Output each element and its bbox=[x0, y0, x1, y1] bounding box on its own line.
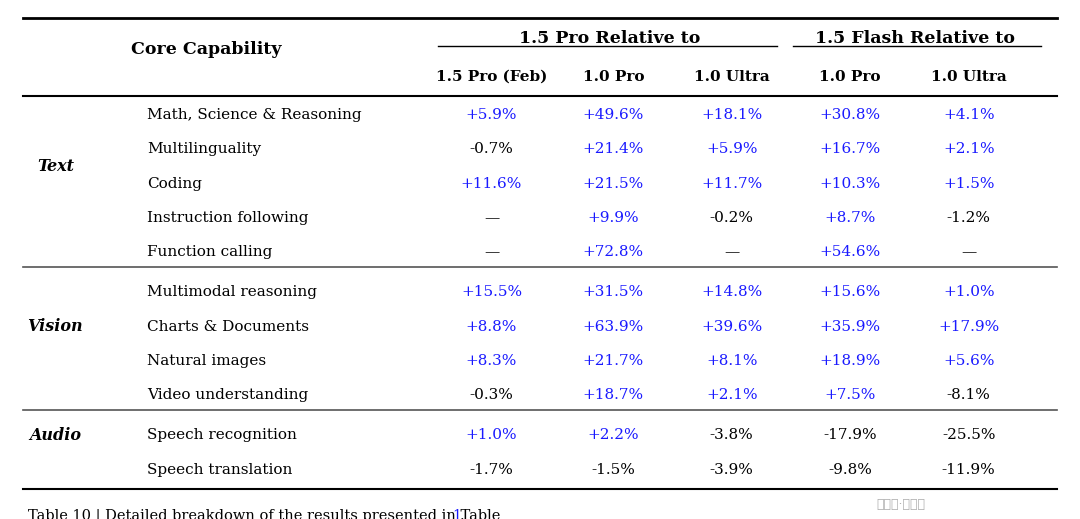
Text: +1.0%: +1.0% bbox=[465, 428, 517, 442]
Text: +2.2%: +2.2% bbox=[588, 428, 639, 442]
Text: +18.1%: +18.1% bbox=[701, 108, 762, 122]
Text: +1.0%: +1.0% bbox=[943, 285, 995, 299]
Text: -0.2%: -0.2% bbox=[710, 211, 754, 225]
Text: Math, Science & Reasoning: Math, Science & Reasoning bbox=[147, 108, 362, 122]
Text: +21.4%: +21.4% bbox=[582, 142, 644, 156]
Text: 1: 1 bbox=[453, 509, 461, 519]
Text: -0.3%: -0.3% bbox=[470, 388, 513, 402]
Text: .: . bbox=[460, 509, 464, 519]
Text: Video understanding: Video understanding bbox=[147, 388, 308, 402]
Text: Charts & Documents: Charts & Documents bbox=[147, 320, 309, 334]
Text: +11.7%: +11.7% bbox=[701, 176, 762, 190]
Text: +17.9%: +17.9% bbox=[939, 320, 999, 334]
Text: 1.0 Ultra: 1.0 Ultra bbox=[693, 70, 770, 84]
Text: +18.7%: +18.7% bbox=[583, 388, 644, 402]
Text: Natural images: Natural images bbox=[147, 354, 266, 368]
Text: 1.5 Pro (Feb): 1.5 Pro (Feb) bbox=[436, 70, 548, 84]
Text: +63.9%: +63.9% bbox=[582, 320, 644, 334]
Text: +4.1%: +4.1% bbox=[943, 108, 995, 122]
Text: +5.9%: +5.9% bbox=[706, 142, 757, 156]
Text: +11.6%: +11.6% bbox=[461, 176, 523, 190]
Text: Core Capability: Core Capability bbox=[131, 40, 281, 58]
Text: +30.8%: +30.8% bbox=[820, 108, 881, 122]
Text: -3.9%: -3.9% bbox=[710, 462, 754, 476]
Text: +5.6%: +5.6% bbox=[943, 354, 995, 368]
Text: Instruction following: Instruction following bbox=[147, 211, 308, 225]
Text: —: — bbox=[961, 245, 976, 259]
Text: +49.6%: +49.6% bbox=[582, 108, 644, 122]
Text: +8.8%: +8.8% bbox=[465, 320, 517, 334]
Text: +21.5%: +21.5% bbox=[582, 176, 644, 190]
Text: Multimodal reasoning: Multimodal reasoning bbox=[147, 285, 316, 299]
Text: Coding: Coding bbox=[147, 176, 202, 190]
Text: Multilinguality: Multilinguality bbox=[147, 142, 261, 156]
Text: +18.9%: +18.9% bbox=[820, 354, 881, 368]
Text: -3.8%: -3.8% bbox=[710, 428, 754, 442]
Text: -1.7%: -1.7% bbox=[470, 462, 513, 476]
Text: 1.5 Pro Relative to: 1.5 Pro Relative to bbox=[519, 30, 701, 47]
Text: Text: Text bbox=[37, 158, 73, 175]
Text: +14.8%: +14.8% bbox=[701, 285, 762, 299]
Text: +2.1%: +2.1% bbox=[943, 142, 995, 156]
Text: Function calling: Function calling bbox=[147, 245, 272, 259]
Text: -17.9%: -17.9% bbox=[823, 428, 877, 442]
Text: +15.6%: +15.6% bbox=[820, 285, 881, 299]
Text: +15.5%: +15.5% bbox=[461, 285, 522, 299]
Text: -1.5%: -1.5% bbox=[592, 462, 635, 476]
Text: +10.3%: +10.3% bbox=[820, 176, 881, 190]
Text: +72.8%: +72.8% bbox=[583, 245, 644, 259]
Text: +7.5%: +7.5% bbox=[824, 388, 876, 402]
Text: Table 10 | Detailed breakdown of the results presented in Table: Table 10 | Detailed breakdown of the res… bbox=[28, 509, 505, 519]
Text: +5.9%: +5.9% bbox=[465, 108, 517, 122]
Text: 1.0 Ultra: 1.0 Ultra bbox=[931, 70, 1007, 84]
Text: -8.1%: -8.1% bbox=[947, 388, 990, 402]
Text: +8.1%: +8.1% bbox=[706, 354, 757, 368]
Text: —: — bbox=[484, 211, 499, 225]
Text: -1.2%: -1.2% bbox=[947, 211, 990, 225]
Text: 公众号·新智元: 公众号·新智元 bbox=[876, 498, 926, 511]
Text: +35.9%: +35.9% bbox=[820, 320, 881, 334]
Text: Vision: Vision bbox=[27, 318, 83, 335]
Text: -0.7%: -0.7% bbox=[470, 142, 513, 156]
Text: +31.5%: +31.5% bbox=[583, 285, 644, 299]
Text: -9.8%: -9.8% bbox=[828, 462, 873, 476]
Text: +16.7%: +16.7% bbox=[820, 142, 881, 156]
Text: 1.5 Flash Relative to: 1.5 Flash Relative to bbox=[815, 30, 1015, 47]
Text: Speech translation: Speech translation bbox=[147, 462, 293, 476]
Text: —: — bbox=[724, 245, 740, 259]
Text: -11.9%: -11.9% bbox=[942, 462, 996, 476]
Text: +8.7%: +8.7% bbox=[824, 211, 876, 225]
Text: Audio: Audio bbox=[29, 427, 81, 444]
Text: 1.0 Pro: 1.0 Pro bbox=[820, 70, 881, 84]
Text: 1.0 Pro: 1.0 Pro bbox=[582, 70, 644, 84]
Text: +54.6%: +54.6% bbox=[820, 245, 881, 259]
Text: -25.5%: -25.5% bbox=[942, 428, 996, 442]
Text: +1.5%: +1.5% bbox=[943, 176, 995, 190]
Text: +39.6%: +39.6% bbox=[701, 320, 762, 334]
Text: +21.7%: +21.7% bbox=[582, 354, 644, 368]
Text: +8.3%: +8.3% bbox=[465, 354, 517, 368]
Text: +2.1%: +2.1% bbox=[706, 388, 757, 402]
Text: —: — bbox=[484, 245, 499, 259]
Text: +9.9%: +9.9% bbox=[588, 211, 639, 225]
Text: Speech recognition: Speech recognition bbox=[147, 428, 297, 442]
